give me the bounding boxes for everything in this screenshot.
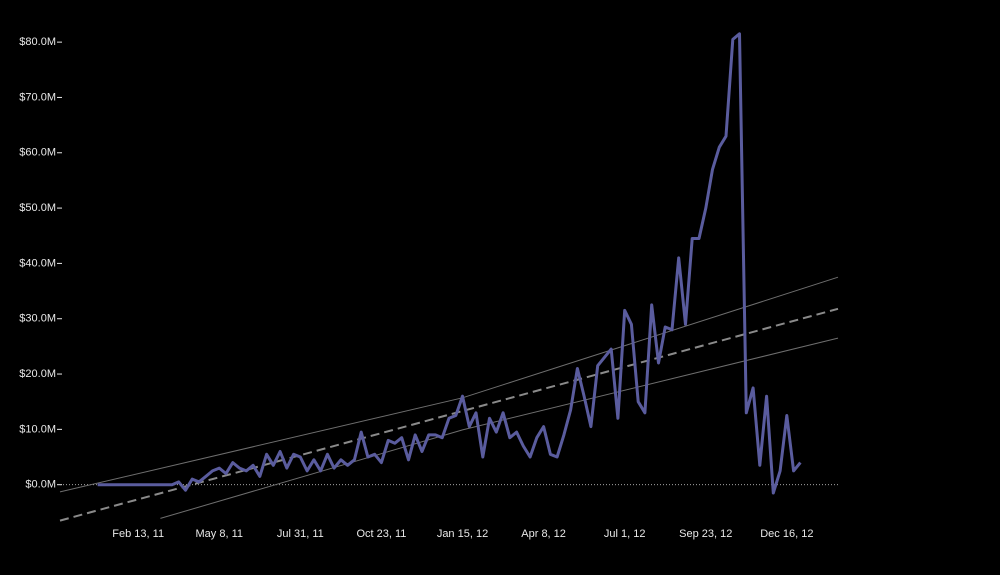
x-tick-label: Oct 23, 11 bbox=[356, 528, 406, 540]
lower-band bbox=[160, 337, 839, 519]
y-tick-label: $10.0M bbox=[19, 423, 56, 435]
data-line bbox=[97, 32, 802, 495]
x-tick-label: May 8, 11 bbox=[196, 528, 244, 540]
trend-line bbox=[59, 307, 839, 522]
y-tick-label: $30.0M bbox=[19, 313, 56, 325]
y-tick-label: $70.0M bbox=[19, 91, 56, 103]
y-tick-label: $50.0M bbox=[19, 202, 56, 214]
x-tick-label: Apr 8, 12 bbox=[521, 528, 566, 540]
upper-band bbox=[59, 276, 839, 493]
y-tick-label: $60.0M bbox=[19, 147, 56, 159]
x-tick-label: Jul 31, 11 bbox=[277, 528, 324, 540]
y-tick-label: $0.0M bbox=[25, 479, 56, 491]
y-tick-label: $80.0M bbox=[19, 36, 56, 48]
x-tick-label: Sep 23, 12 bbox=[679, 528, 732, 540]
x-tick-label: Dec 16, 12 bbox=[760, 528, 813, 540]
x-tick-label: Feb 13, 11 bbox=[112, 528, 164, 540]
x-tick-label: Jul 1, 12 bbox=[604, 528, 646, 540]
y-tick-label: $20.0M bbox=[19, 368, 56, 380]
y-tick-label: $40.0M bbox=[19, 257, 56, 269]
x-tick-label: Jan 15, 12 bbox=[437, 528, 488, 540]
